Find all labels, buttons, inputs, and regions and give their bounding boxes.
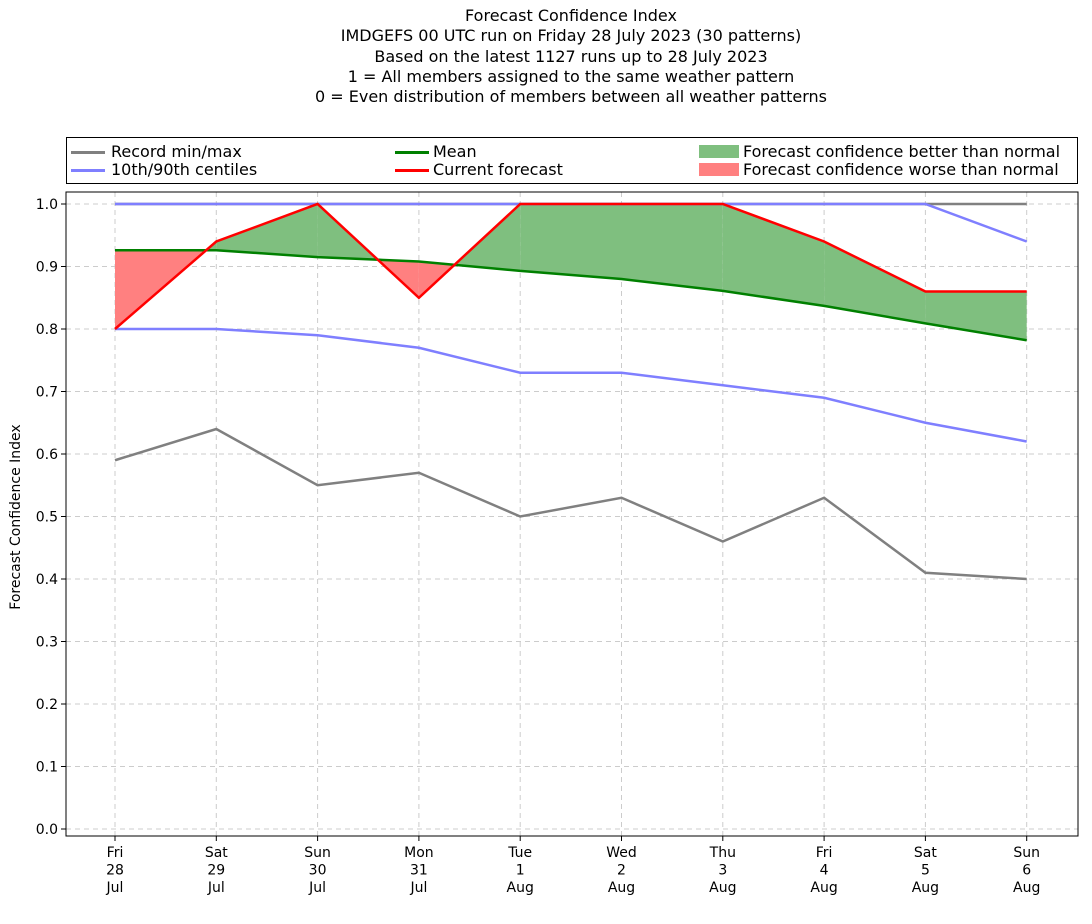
y-tick-label: 1.0	[36, 197, 58, 213]
line-10th-centile	[115, 327, 1027, 443]
y-tick-label: 0.5	[36, 510, 58, 526]
x-tick-label: Aug	[912, 880, 939, 896]
title-line: 0 = Even distribution of members between…	[314, 87, 828, 107]
x-tick-label: Thu	[709, 845, 736, 861]
x-tick-label: Jul	[409, 880, 427, 896]
x-tick-label: Fri	[107, 845, 124, 861]
fill-better-than-normal	[216, 204, 318, 258]
x-tick-label: Aug	[810, 880, 837, 896]
fill-better-than-normal	[925, 291, 1027, 341]
y-tick-label: 0.2	[36, 697, 58, 713]
title-line: IMDGEFS 00 UTC run on Friday 28 July 202…	[340, 26, 802, 46]
x-tick-label: Jul	[308, 880, 326, 896]
legend-patch-worse	[699, 163, 739, 176]
y-tick-label: 0.3	[36, 635, 58, 651]
x-tick-label: Jul	[207, 880, 225, 896]
x-tick-label: Sat	[914, 845, 937, 861]
x-tick-label: 6	[1022, 863, 1031, 879]
x-tick-label: Aug	[507, 880, 534, 896]
x-tick-label: Aug	[608, 880, 635, 896]
x-tick-label: 2	[617, 863, 626, 879]
x-tick-label: 30	[309, 863, 327, 879]
x-tick-label: Tue	[507, 845, 532, 861]
y-tick-label: 0.6	[36, 447, 58, 463]
x-tick-label: Sun	[304, 845, 331, 861]
fill-better-than-normal	[824, 241, 926, 324]
line-current-forecast	[114, 202, 1027, 330]
legend-label: Record min/max	[111, 142, 242, 161]
title-line: Forecast Confidence Index	[465, 6, 677, 25]
y-tick-label: 0.7	[36, 385, 58, 401]
x-tick-label: 31	[410, 863, 428, 879]
y-tick-label: 0.9	[36, 260, 58, 276]
x-tick-label: Aug	[1013, 880, 1040, 896]
chart-title: Forecast Confidence Index IMDGEFS 00 UTC…	[0, 6, 1092, 107]
y-tick-label: 0.8	[36, 322, 58, 338]
y-tick-label: 0.1	[36, 760, 58, 776]
x-tick-label: 5	[921, 863, 930, 879]
legend-label: 10th/90th centiles	[111, 160, 258, 179]
legend-line-record	[71, 151, 105, 154]
x-tick-label: Fri	[816, 845, 833, 861]
y-tick-label: 0.0	[36, 822, 58, 838]
plot-frame	[65, 191, 1079, 837]
legend: Record min/max 10th/90th centiles Mean C…	[66, 137, 1078, 184]
y-tick-label: 0.4	[36, 572, 58, 588]
legend-label: Mean	[433, 142, 477, 161]
x-tick-label: 28	[106, 863, 124, 879]
line-record-min	[114, 427, 1027, 581]
legend-label: Forecast confidence worse than normal	[743, 160, 1059, 179]
legend-line-centiles	[71, 169, 105, 172]
x-tick-label: Mon	[404, 845, 434, 861]
line-mean	[115, 249, 1027, 342]
x-tick-label: Wed	[606, 845, 637, 861]
x-tick-label: 3	[718, 863, 727, 879]
x-tick-label: Aug	[709, 880, 736, 896]
legend-label: Forecast confidence better than normal	[743, 142, 1061, 161]
fill-better-than-normal	[520, 204, 622, 279]
legend-patch-better	[699, 145, 739, 158]
title-line: 1 = All members assigned to the same wea…	[347, 66, 795, 86]
fill-better-than-normal	[722, 204, 825, 306]
fill-better-than-normal	[621, 204, 723, 291]
legend-line-mean	[395, 151, 429, 154]
legend-label: Current forecast	[433, 160, 563, 179]
legend-line-current	[395, 169, 429, 172]
x-tick-label: 29	[207, 863, 225, 879]
x-tick-label: 4	[820, 863, 829, 879]
title-line: Based on the latest 1127 runs up to 28 J…	[374, 46, 768, 66]
x-tick-label: Sat	[205, 845, 228, 861]
x-tick-label: 1	[516, 863, 525, 879]
x-tick-label: Sun	[1013, 845, 1040, 861]
x-tick-label: Jul	[106, 880, 124, 896]
